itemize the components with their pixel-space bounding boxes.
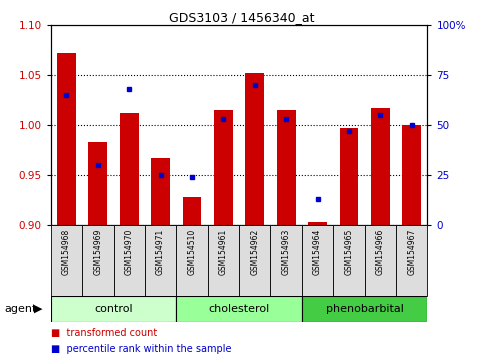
Text: ■  percentile rank within the sample: ■ percentile rank within the sample bbox=[51, 344, 231, 354]
Bar bbox=[333, 225, 365, 296]
Bar bbox=[245, 73, 264, 225]
Text: GSM154969: GSM154969 bbox=[93, 228, 102, 275]
Text: GSM154961: GSM154961 bbox=[219, 228, 228, 275]
Bar bbox=[302, 225, 333, 296]
Text: GSM154967: GSM154967 bbox=[407, 228, 416, 275]
Bar bbox=[176, 296, 302, 322]
Text: GSM154964: GSM154964 bbox=[313, 228, 322, 275]
Bar bbox=[151, 158, 170, 225]
Text: GDS3103 / 1456340_at: GDS3103 / 1456340_at bbox=[169, 11, 314, 24]
Bar bbox=[308, 222, 327, 225]
Bar bbox=[114, 225, 145, 296]
Bar bbox=[120, 113, 139, 225]
Bar bbox=[270, 225, 302, 296]
Bar bbox=[82, 225, 114, 296]
Bar bbox=[239, 225, 270, 296]
Bar bbox=[88, 142, 107, 225]
Bar bbox=[183, 197, 201, 225]
Bar bbox=[214, 110, 233, 225]
Text: GSM154970: GSM154970 bbox=[125, 228, 134, 275]
Bar bbox=[402, 125, 421, 225]
Text: control: control bbox=[94, 304, 133, 314]
Bar bbox=[277, 110, 296, 225]
Text: GSM154962: GSM154962 bbox=[250, 228, 259, 275]
Text: GSM154968: GSM154968 bbox=[62, 228, 71, 275]
Text: GSM154971: GSM154971 bbox=[156, 228, 165, 275]
Bar bbox=[51, 296, 176, 322]
Text: GSM154966: GSM154966 bbox=[376, 228, 385, 275]
Bar bbox=[302, 296, 427, 322]
Text: cholesterol: cholesterol bbox=[209, 304, 270, 314]
Bar bbox=[365, 225, 396, 296]
Bar bbox=[371, 108, 390, 225]
Bar bbox=[176, 225, 208, 296]
Bar bbox=[396, 225, 427, 296]
Text: agent: agent bbox=[5, 304, 37, 314]
Text: GSM154963: GSM154963 bbox=[282, 228, 291, 275]
Bar bbox=[145, 225, 176, 296]
Bar bbox=[208, 225, 239, 296]
Text: ■  transformed count: ■ transformed count bbox=[51, 328, 157, 338]
Text: phenobarbital: phenobarbital bbox=[326, 304, 404, 314]
Text: GSM154510: GSM154510 bbox=[187, 228, 197, 275]
Bar bbox=[57, 53, 76, 225]
Text: GSM154965: GSM154965 bbox=[344, 228, 354, 275]
Bar bbox=[340, 128, 358, 225]
Text: ▶: ▶ bbox=[34, 304, 43, 314]
Bar bbox=[51, 225, 82, 296]
